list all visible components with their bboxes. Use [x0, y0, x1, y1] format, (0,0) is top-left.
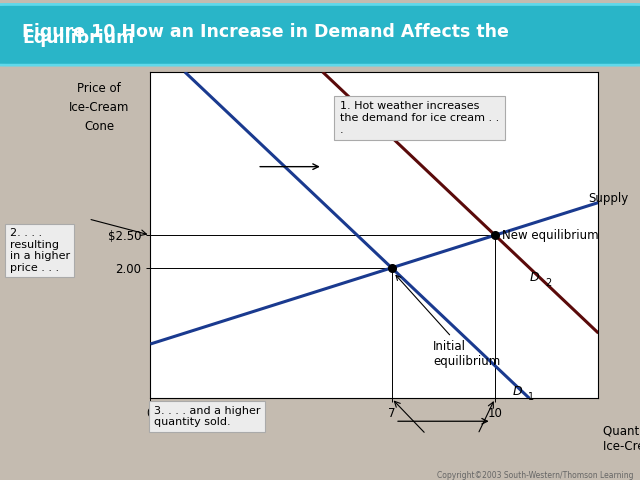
Text: Quantity of
Ice-Cream Cones: Quantity of Ice-Cream Cones [603, 424, 640, 453]
Text: Ice-Cream: Ice-Cream [69, 101, 129, 114]
Text: Initial
equilibrium: Initial equilibrium [396, 276, 500, 368]
Text: Copyright©2003 South-Western/Thomson Learning: Copyright©2003 South-Western/Thomson Lea… [437, 470, 634, 480]
Text: Cone: Cone [84, 120, 115, 133]
Text: Price of: Price of [77, 82, 121, 95]
Text: Equilibrium: Equilibrium [22, 29, 134, 47]
Text: 2: 2 [545, 277, 551, 288]
Text: New equilibrium: New equilibrium [502, 228, 598, 242]
FancyBboxPatch shape [0, 4, 640, 65]
Text: Supply: Supply [588, 192, 628, 205]
Text: D: D [529, 271, 539, 284]
Text: D: D [512, 385, 522, 398]
Text: 1. Hot weather increases
the demand for ice cream . .
.: 1. Hot weather increases the demand for … [340, 101, 499, 134]
Text: Figure 10 How an Increase in Demand Affects the: Figure 10 How an Increase in Demand Affe… [22, 23, 509, 41]
Text: 3. . . . and a higher
quantity sold.: 3. . . . and a higher quantity sold. [154, 406, 260, 427]
Text: 2. . . .
resulting
in a higher
price . . .: 2. . . . resulting in a higher price . .… [10, 228, 70, 273]
Text: 1: 1 [528, 392, 534, 402]
